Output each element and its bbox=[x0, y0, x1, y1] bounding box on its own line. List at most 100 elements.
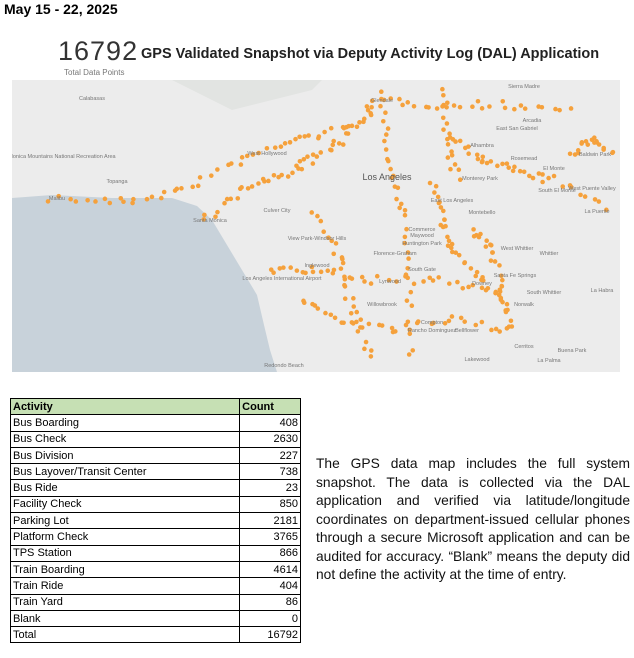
gps-point bbox=[349, 276, 355, 281]
gps-point bbox=[470, 104, 475, 110]
activity-cell: Platform Check bbox=[9, 528, 241, 546]
gps-point bbox=[438, 205, 444, 210]
date-range: May 15 - 22, 2025 bbox=[4, 1, 118, 17]
gps-point bbox=[287, 140, 293, 145]
activity-cell: Bus Check bbox=[9, 430, 241, 448]
activity-cell: Parking Lot bbox=[9, 512, 241, 530]
gps-point bbox=[445, 234, 450, 240]
place-label: Montebello bbox=[469, 210, 496, 216]
gps-point bbox=[402, 207, 408, 213]
gps-point bbox=[301, 298, 306, 304]
gps-point bbox=[426, 105, 431, 110]
gps-point bbox=[445, 155, 451, 160]
gps-point bbox=[445, 243, 451, 248]
gps-point bbox=[190, 184, 195, 190]
activity-cell: Bus Ride bbox=[9, 479, 241, 497]
gps-point bbox=[245, 186, 251, 191]
gps-point bbox=[394, 279, 399, 284]
gps-point bbox=[457, 138, 463, 144]
gps-point bbox=[174, 186, 180, 192]
gps-point bbox=[474, 269, 480, 275]
gps-point bbox=[323, 310, 328, 316]
gps-point bbox=[131, 196, 136, 202]
table-row: Train Boarding 4614 bbox=[9, 560, 301, 579]
gps-point bbox=[281, 265, 286, 270]
gps-point bbox=[381, 97, 387, 103]
gps-point bbox=[500, 98, 506, 104]
gps-point bbox=[224, 196, 230, 202]
gps-point bbox=[427, 275, 433, 281]
place-label: Alhambra bbox=[470, 143, 494, 149]
gps-point bbox=[355, 329, 361, 334]
gps-point bbox=[385, 126, 391, 131]
gps-point bbox=[329, 147, 334, 153]
gps-point bbox=[440, 224, 446, 230]
gps-point bbox=[457, 104, 463, 110]
gps-point bbox=[348, 310, 354, 316]
gps-point bbox=[321, 229, 327, 235]
gps-point bbox=[179, 186, 184, 191]
activity-cell: Train Ride bbox=[9, 577, 241, 595]
activity-cell: Bus Layover/Transit Center bbox=[9, 463, 241, 481]
gps-point bbox=[497, 329, 502, 334]
gps-point bbox=[441, 127, 446, 132]
gps-point bbox=[235, 196, 241, 201]
place-label: West Puente Valley bbox=[568, 186, 616, 192]
gps-point bbox=[380, 118, 386, 124]
gps-point bbox=[262, 179, 267, 184]
gps-point bbox=[354, 124, 360, 130]
gps-point bbox=[342, 284, 348, 289]
place-label: Willowbrook bbox=[367, 302, 397, 308]
gps-point bbox=[382, 138, 387, 144]
gps-point bbox=[310, 161, 316, 166]
gps-point bbox=[492, 259, 498, 264]
gps-point bbox=[349, 123, 355, 129]
gps-point bbox=[410, 348, 416, 353]
gps-point bbox=[318, 150, 324, 155]
place-label: Downey bbox=[472, 281, 492, 287]
count-cell: 850 bbox=[239, 495, 301, 514]
gps-point bbox=[456, 167, 462, 172]
gps-point bbox=[551, 173, 557, 179]
gps-point bbox=[610, 149, 616, 155]
gps-point bbox=[386, 277, 392, 283]
gps-point bbox=[394, 196, 399, 202]
gps-point bbox=[411, 104, 417, 109]
gps-point bbox=[144, 196, 150, 202]
gps-point bbox=[436, 275, 442, 280]
gps-point bbox=[369, 98, 375, 104]
gps-point bbox=[368, 281, 374, 286]
gps-point bbox=[462, 319, 468, 324]
gps-point bbox=[130, 200, 135, 206]
gps-point bbox=[466, 151, 471, 157]
gps-point bbox=[567, 151, 573, 157]
gps-point bbox=[479, 285, 485, 291]
place-label: Norwalk bbox=[514, 302, 534, 308]
gps-point bbox=[446, 318, 452, 324]
gps-point bbox=[383, 132, 389, 137]
gps-point bbox=[357, 120, 362, 125]
gps-point bbox=[388, 96, 394, 101]
gps-point bbox=[365, 107, 371, 113]
gps-point bbox=[393, 329, 398, 334]
gps-point bbox=[361, 119, 366, 125]
place-labels: Calabasas Glendale Sierra Madre Arcadia East… bbox=[12, 84, 616, 369]
gps-point bbox=[330, 270, 336, 276]
table-row: Train Ride 404 bbox=[9, 577, 301, 595]
gps-point bbox=[45, 199, 51, 204]
gps-point bbox=[460, 286, 466, 291]
gps-point bbox=[303, 270, 308, 276]
gps-point bbox=[402, 240, 407, 246]
gps-point bbox=[310, 152, 316, 157]
gps-point bbox=[592, 197, 598, 202]
gps-point bbox=[479, 319, 485, 325]
place-label: Rosemead bbox=[511, 156, 538, 162]
count-cell: 3765 bbox=[239, 528, 301, 546]
gps-point bbox=[448, 245, 454, 251]
count-cell: 2630 bbox=[239, 430, 301, 448]
gps-point bbox=[315, 306, 321, 311]
gps-point bbox=[272, 145, 278, 150]
gps-point bbox=[256, 181, 261, 186]
gps-point bbox=[447, 131, 452, 137]
gps-point bbox=[312, 303, 318, 308]
